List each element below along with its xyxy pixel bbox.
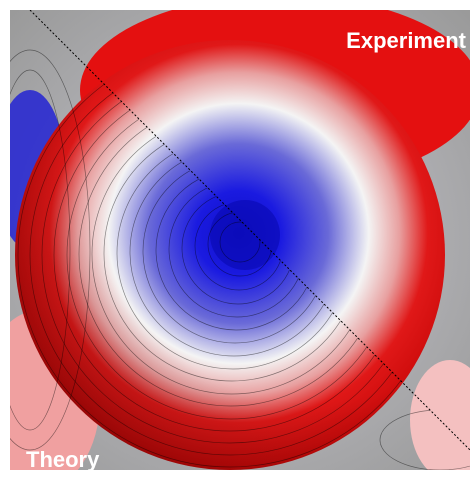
- figure: Experiment Theory: [0, 0, 474, 479]
- theory-label: Theory: [26, 447, 100, 472]
- map: [0, 0, 474, 479]
- experiment-label: Experiment: [346, 28, 466, 53]
